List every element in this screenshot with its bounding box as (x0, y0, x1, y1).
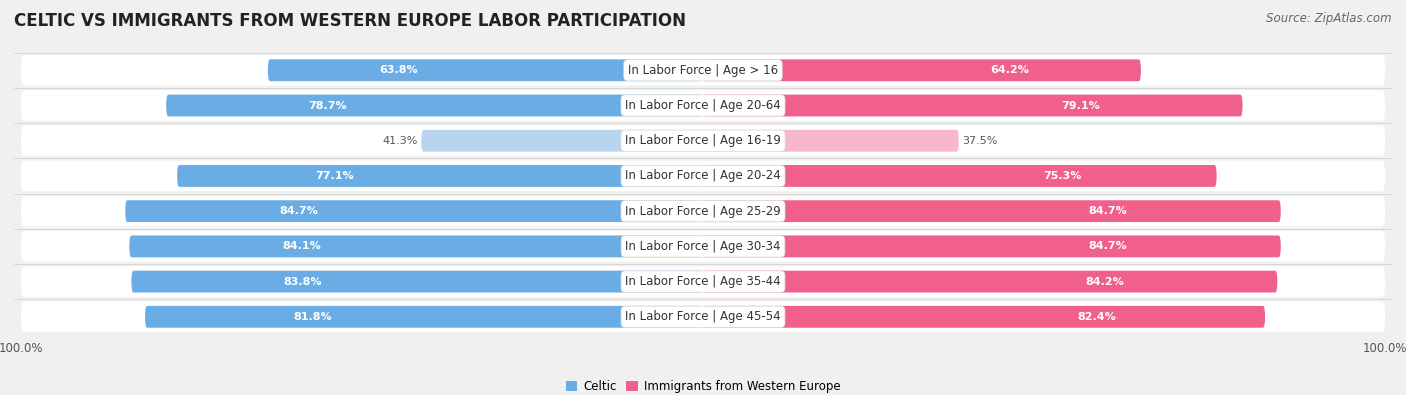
FancyBboxPatch shape (703, 200, 1281, 222)
FancyBboxPatch shape (125, 200, 703, 222)
FancyBboxPatch shape (166, 94, 703, 117)
FancyBboxPatch shape (21, 161, 1385, 191)
Text: 79.1%: 79.1% (1062, 100, 1099, 111)
Text: 82.4%: 82.4% (1077, 312, 1116, 322)
FancyBboxPatch shape (703, 271, 1277, 293)
Text: 84.1%: 84.1% (283, 241, 321, 251)
FancyBboxPatch shape (703, 130, 959, 152)
Text: In Labor Force | Age 16-19: In Labor Force | Age 16-19 (626, 134, 780, 147)
FancyBboxPatch shape (21, 231, 1385, 262)
Text: In Labor Force | Age 20-24: In Labor Force | Age 20-24 (626, 169, 780, 182)
Text: 78.7%: 78.7% (308, 100, 346, 111)
Text: In Labor Force | Age 30-34: In Labor Force | Age 30-34 (626, 240, 780, 253)
Text: 81.8%: 81.8% (292, 312, 332, 322)
Text: In Labor Force | Age 35-44: In Labor Force | Age 35-44 (626, 275, 780, 288)
Text: 84.7%: 84.7% (1088, 206, 1126, 216)
FancyBboxPatch shape (21, 196, 1385, 226)
FancyBboxPatch shape (145, 306, 703, 328)
Text: 41.3%: 41.3% (382, 136, 418, 146)
Text: 84.7%: 84.7% (1088, 241, 1126, 251)
FancyBboxPatch shape (703, 235, 1281, 257)
FancyBboxPatch shape (177, 165, 703, 187)
FancyBboxPatch shape (131, 271, 703, 293)
FancyBboxPatch shape (21, 90, 1385, 121)
Text: CELTIC VS IMMIGRANTS FROM WESTERN EUROPE LABOR PARTICIPATION: CELTIC VS IMMIGRANTS FROM WESTERN EUROPE… (14, 12, 686, 30)
Text: 75.3%: 75.3% (1043, 171, 1081, 181)
Text: In Labor Force | Age 45-54: In Labor Force | Age 45-54 (626, 310, 780, 324)
FancyBboxPatch shape (129, 235, 703, 257)
Text: 84.2%: 84.2% (1085, 276, 1125, 287)
Text: 77.1%: 77.1% (315, 171, 354, 181)
FancyBboxPatch shape (703, 59, 1140, 81)
FancyBboxPatch shape (422, 130, 703, 152)
Text: In Labor Force | Age > 16: In Labor Force | Age > 16 (628, 64, 778, 77)
Text: 64.2%: 64.2% (990, 65, 1029, 75)
FancyBboxPatch shape (703, 94, 1243, 117)
FancyBboxPatch shape (21, 125, 1385, 156)
Text: Source: ZipAtlas.com: Source: ZipAtlas.com (1267, 12, 1392, 25)
FancyBboxPatch shape (703, 165, 1216, 187)
FancyBboxPatch shape (21, 301, 1385, 332)
Text: 83.8%: 83.8% (284, 276, 322, 287)
FancyBboxPatch shape (21, 55, 1385, 86)
Legend: Celtic, Immigrants from Western Europe: Celtic, Immigrants from Western Europe (561, 376, 845, 395)
Text: In Labor Force | Age 20-64: In Labor Force | Age 20-64 (626, 99, 780, 112)
Text: 84.7%: 84.7% (280, 206, 318, 216)
FancyBboxPatch shape (21, 266, 1385, 297)
Text: 37.5%: 37.5% (962, 136, 998, 146)
Text: In Labor Force | Age 25-29: In Labor Force | Age 25-29 (626, 205, 780, 218)
FancyBboxPatch shape (703, 306, 1265, 328)
Text: 63.8%: 63.8% (380, 65, 418, 75)
FancyBboxPatch shape (267, 59, 703, 81)
